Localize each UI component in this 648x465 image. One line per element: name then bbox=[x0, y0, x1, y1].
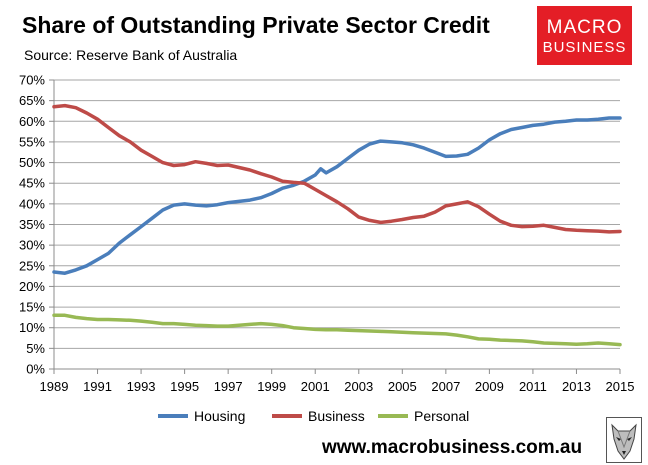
y-tick-label: 65% bbox=[19, 93, 45, 108]
x-tick-label: 1995 bbox=[170, 379, 199, 394]
x-tick-label: 1993 bbox=[127, 379, 156, 394]
axes bbox=[53, 80, 620, 370]
macrobusiness-logo: MACRO BUSINESS bbox=[537, 6, 632, 65]
wolf-head-icon bbox=[606, 417, 642, 463]
y-tick-label: 35% bbox=[19, 217, 45, 232]
legend: Housing Business Personal bbox=[158, 408, 469, 424]
x-tick-label: 1991 bbox=[83, 379, 112, 394]
y-tick-label: 40% bbox=[19, 196, 45, 211]
y-tick-label: 20% bbox=[19, 279, 45, 294]
series-line-housing bbox=[52, 116, 622, 275]
y-tick-label: 55% bbox=[19, 134, 45, 149]
y-tick-label: 70% bbox=[19, 73, 45, 88]
legend-label-personal: Personal bbox=[414, 408, 469, 424]
x-tick-label: 2003 bbox=[344, 379, 373, 394]
y-tick-label: 45% bbox=[19, 176, 45, 191]
y-tick-label: 15% bbox=[19, 300, 45, 315]
y-tick-label: 5% bbox=[26, 341, 45, 356]
x-tick-label: 2013 bbox=[562, 379, 591, 394]
x-tick-label: 2007 bbox=[431, 379, 460, 394]
x-tick-label: 1997 bbox=[214, 379, 243, 394]
legend-label-business: Business bbox=[308, 408, 365, 424]
x-tick-label: 2011 bbox=[519, 379, 547, 394]
x-tick-label: 1999 bbox=[257, 379, 286, 394]
series-lines bbox=[52, 103, 622, 347]
y-tick-label: 25% bbox=[19, 258, 45, 273]
x-axis-ticks: 1989 1991 1993 1995 1997 1999 2001 2003 2005 2007… bbox=[40, 369, 635, 394]
logo-line-1: MACRO bbox=[546, 17, 623, 38]
x-tick-label: 1989 bbox=[40, 379, 69, 394]
logo-line-2: BUSINESS bbox=[542, 39, 627, 56]
y-tick-label: 0% bbox=[26, 362, 45, 377]
y-axis-ticks: 0% 5% 10% 15% 20% 25% 30% 35% 40% 45% 50% 55% 60% 65%… bbox=[19, 73, 54, 377]
x-tick-label: 2001 bbox=[301, 379, 330, 394]
gridlines bbox=[54, 79, 620, 349]
chart-source: Source: Reserve Bank of Australia bbox=[24, 47, 238, 63]
y-tick-label: 60% bbox=[19, 114, 45, 129]
y-tick-label: 10% bbox=[19, 320, 45, 335]
x-tick-label: 2005 bbox=[388, 379, 417, 394]
series-line-personal bbox=[52, 313, 622, 347]
chart-title: Share of Outstanding Private Sector Cred… bbox=[22, 12, 490, 38]
x-tick-label: 2009 bbox=[475, 379, 504, 394]
y-tick-label: 30% bbox=[19, 238, 45, 253]
legend-label-housing: Housing bbox=[194, 408, 245, 424]
website-url: www.macrobusiness.com.au bbox=[322, 437, 583, 458]
series-line-business bbox=[52, 103, 622, 234]
x-tick-label: 2015 bbox=[606, 379, 635, 394]
y-tick-label: 50% bbox=[19, 155, 45, 170]
